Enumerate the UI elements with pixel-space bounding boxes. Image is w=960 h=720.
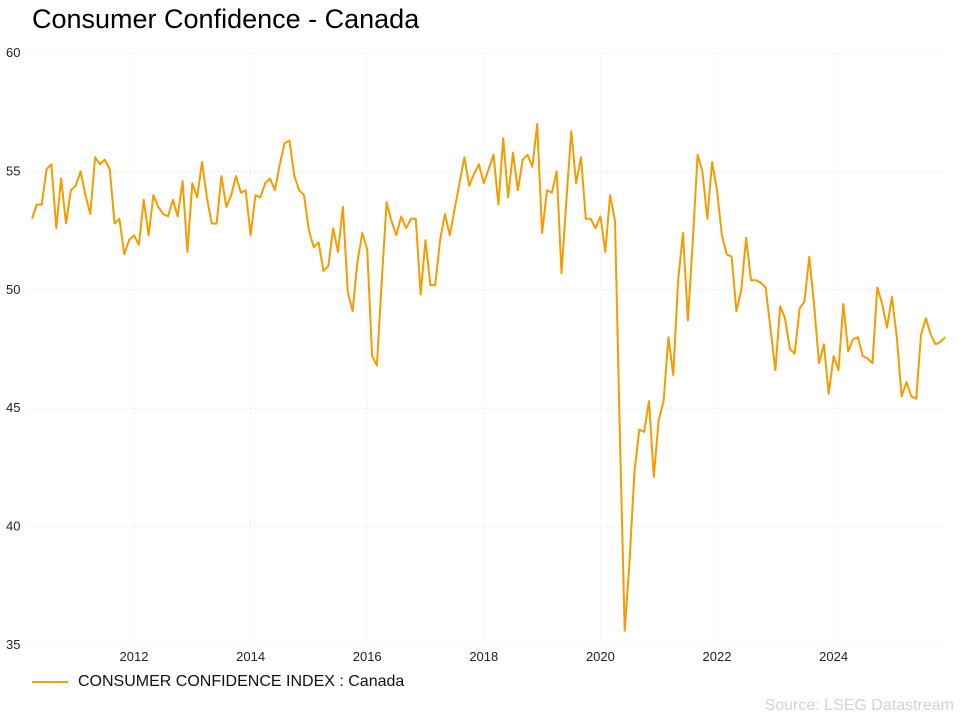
x-tick-label: 2020: [586, 649, 615, 664]
x-axis-ticks: 2012 2014 2016 2018 2020 2022 2024: [120, 649, 849, 664]
y-tick-label: 50: [6, 282, 20, 297]
x-tick-label: 2024: [819, 649, 848, 664]
y-tick-label: 40: [6, 519, 20, 534]
legend-label: CONSUMER CONFIDENCE INDEX : Canada: [78, 673, 405, 690]
chart-title: Consumer Confidence - Canada: [32, 4, 420, 34]
x-tick-label: 2014: [236, 649, 265, 664]
x-tick-label: 2022: [703, 649, 732, 664]
legend: CONSUMER CONFIDENCE INDEX : Canada: [32, 673, 404, 691]
x-tick-label: 2018: [469, 649, 498, 664]
y-tick-label: 35: [6, 637, 20, 652]
horizontal-gridlines: [30, 52, 945, 646]
y-axis-ticks: 35 40 45 50 55 60: [6, 45, 20, 652]
y-tick-label: 60: [6, 45, 20, 60]
vertical-gridlines: [133, 53, 835, 645]
y-tick-label: 45: [6, 400, 20, 415]
legend-swatch: [32, 681, 68, 683]
x-tick-label: 2016: [353, 649, 382, 664]
y-tick-label: 55: [6, 163, 20, 178]
series-line-consumer-confidence: [31, 123, 946, 632]
series-group: [31, 123, 946, 632]
source-note: Source: LSEG Datastream: [764, 697, 954, 714]
x-tick-label: 2012: [120, 649, 149, 664]
